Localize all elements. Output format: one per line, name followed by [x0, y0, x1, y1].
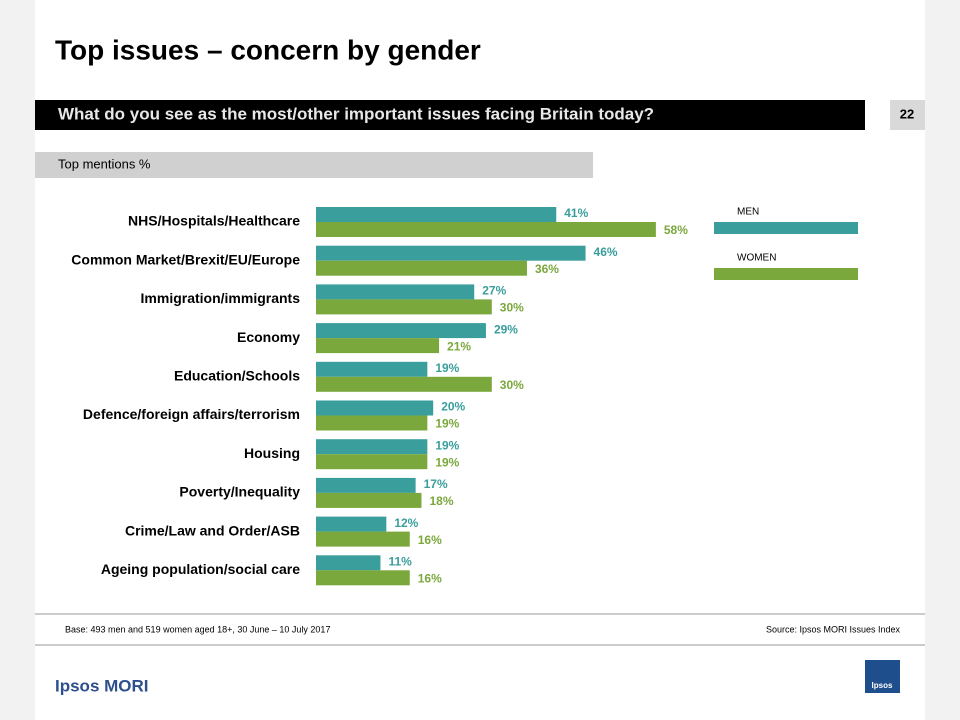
- value-label: 41%: [564, 206, 588, 220]
- legend-label: MEN: [737, 207, 759, 218]
- value-label: 19%: [435, 438, 459, 452]
- category-label: Economy: [237, 329, 300, 345]
- title: Top issues – concern by gender: [55, 34, 481, 65]
- category-label: NHS/Hospitals/Healthcare: [128, 213, 300, 229]
- category-label: Education/Schools: [174, 368, 300, 384]
- bar: [316, 555, 381, 571]
- value-label: 27%: [482, 284, 506, 298]
- value-label: 46%: [594, 245, 618, 259]
- value-label: 29%: [494, 322, 518, 336]
- legend-swatch: [714, 268, 858, 280]
- question: What do you see as the most/other import…: [58, 104, 654, 123]
- bar: [316, 207, 557, 222]
- subheading: Top mentions %: [58, 156, 151, 171]
- legend-swatch: [714, 222, 858, 234]
- category-label: Common Market/Brexit/EU/Europe: [71, 251, 300, 267]
- bar: [316, 477, 416, 493]
- bar: [316, 361, 428, 377]
- value-label: 16%: [418, 571, 442, 585]
- value-label: 58%: [664, 223, 688, 237]
- bar: [316, 531, 410, 547]
- bar: [316, 323, 486, 339]
- bar: [316, 284, 475, 300]
- category-label: Crime/Law and Order/ASB: [125, 522, 300, 538]
- value-label: 21%: [447, 339, 471, 353]
- value-label: 12%: [394, 516, 418, 530]
- value-label: 18%: [429, 494, 453, 508]
- value-label: 19%: [435, 361, 459, 375]
- value-label: 30%: [500, 378, 524, 392]
- bar: [316, 492, 422, 508]
- page-number: 22: [900, 106, 914, 121]
- bar: [316, 245, 586, 261]
- category-label: Poverty/Inequality: [179, 484, 300, 500]
- bar: [316, 260, 527, 276]
- bar: [316, 570, 410, 586]
- value-label: 17%: [424, 477, 448, 491]
- bar: [316, 439, 428, 455]
- source-note: Source: Ipsos MORI Issues Index: [766, 624, 901, 634]
- bar: [316, 338, 440, 354]
- value-label: 36%: [535, 262, 559, 276]
- value-label: 19%: [435, 417, 459, 431]
- page-number-box: [890, 100, 925, 130]
- bar: [316, 454, 428, 470]
- bar: [316, 400, 434, 416]
- bar: [316, 376, 492, 392]
- legend-label: WOMEN: [737, 253, 776, 264]
- bar: [316, 299, 492, 315]
- category-label: Immigration/immigrants: [141, 290, 301, 306]
- category-label: Ageing population/social care: [101, 561, 300, 577]
- value-label: 16%: [418, 533, 442, 547]
- base-note: Base: 493 men and 519 women aged 18+, 30…: [65, 624, 330, 634]
- question-bar: [35, 100, 865, 130]
- value-label: 20%: [441, 400, 465, 414]
- value-label: 19%: [435, 455, 459, 469]
- value-label: 11%: [388, 554, 412, 568]
- bar: [316, 415, 428, 431]
- subheading-bar: [35, 152, 593, 178]
- category-label: Defence/foreign affairs/terrorism: [83, 406, 300, 422]
- bar: [316, 222, 656, 237]
- category-label: Housing: [244, 445, 300, 461]
- bar: [316, 516, 387, 532]
- value-label: 30%: [500, 301, 524, 315]
- logo-text: Ipsos: [872, 681, 893, 690]
- brand: Ipsos MORI: [55, 676, 149, 695]
- logo-box: [865, 660, 900, 693]
